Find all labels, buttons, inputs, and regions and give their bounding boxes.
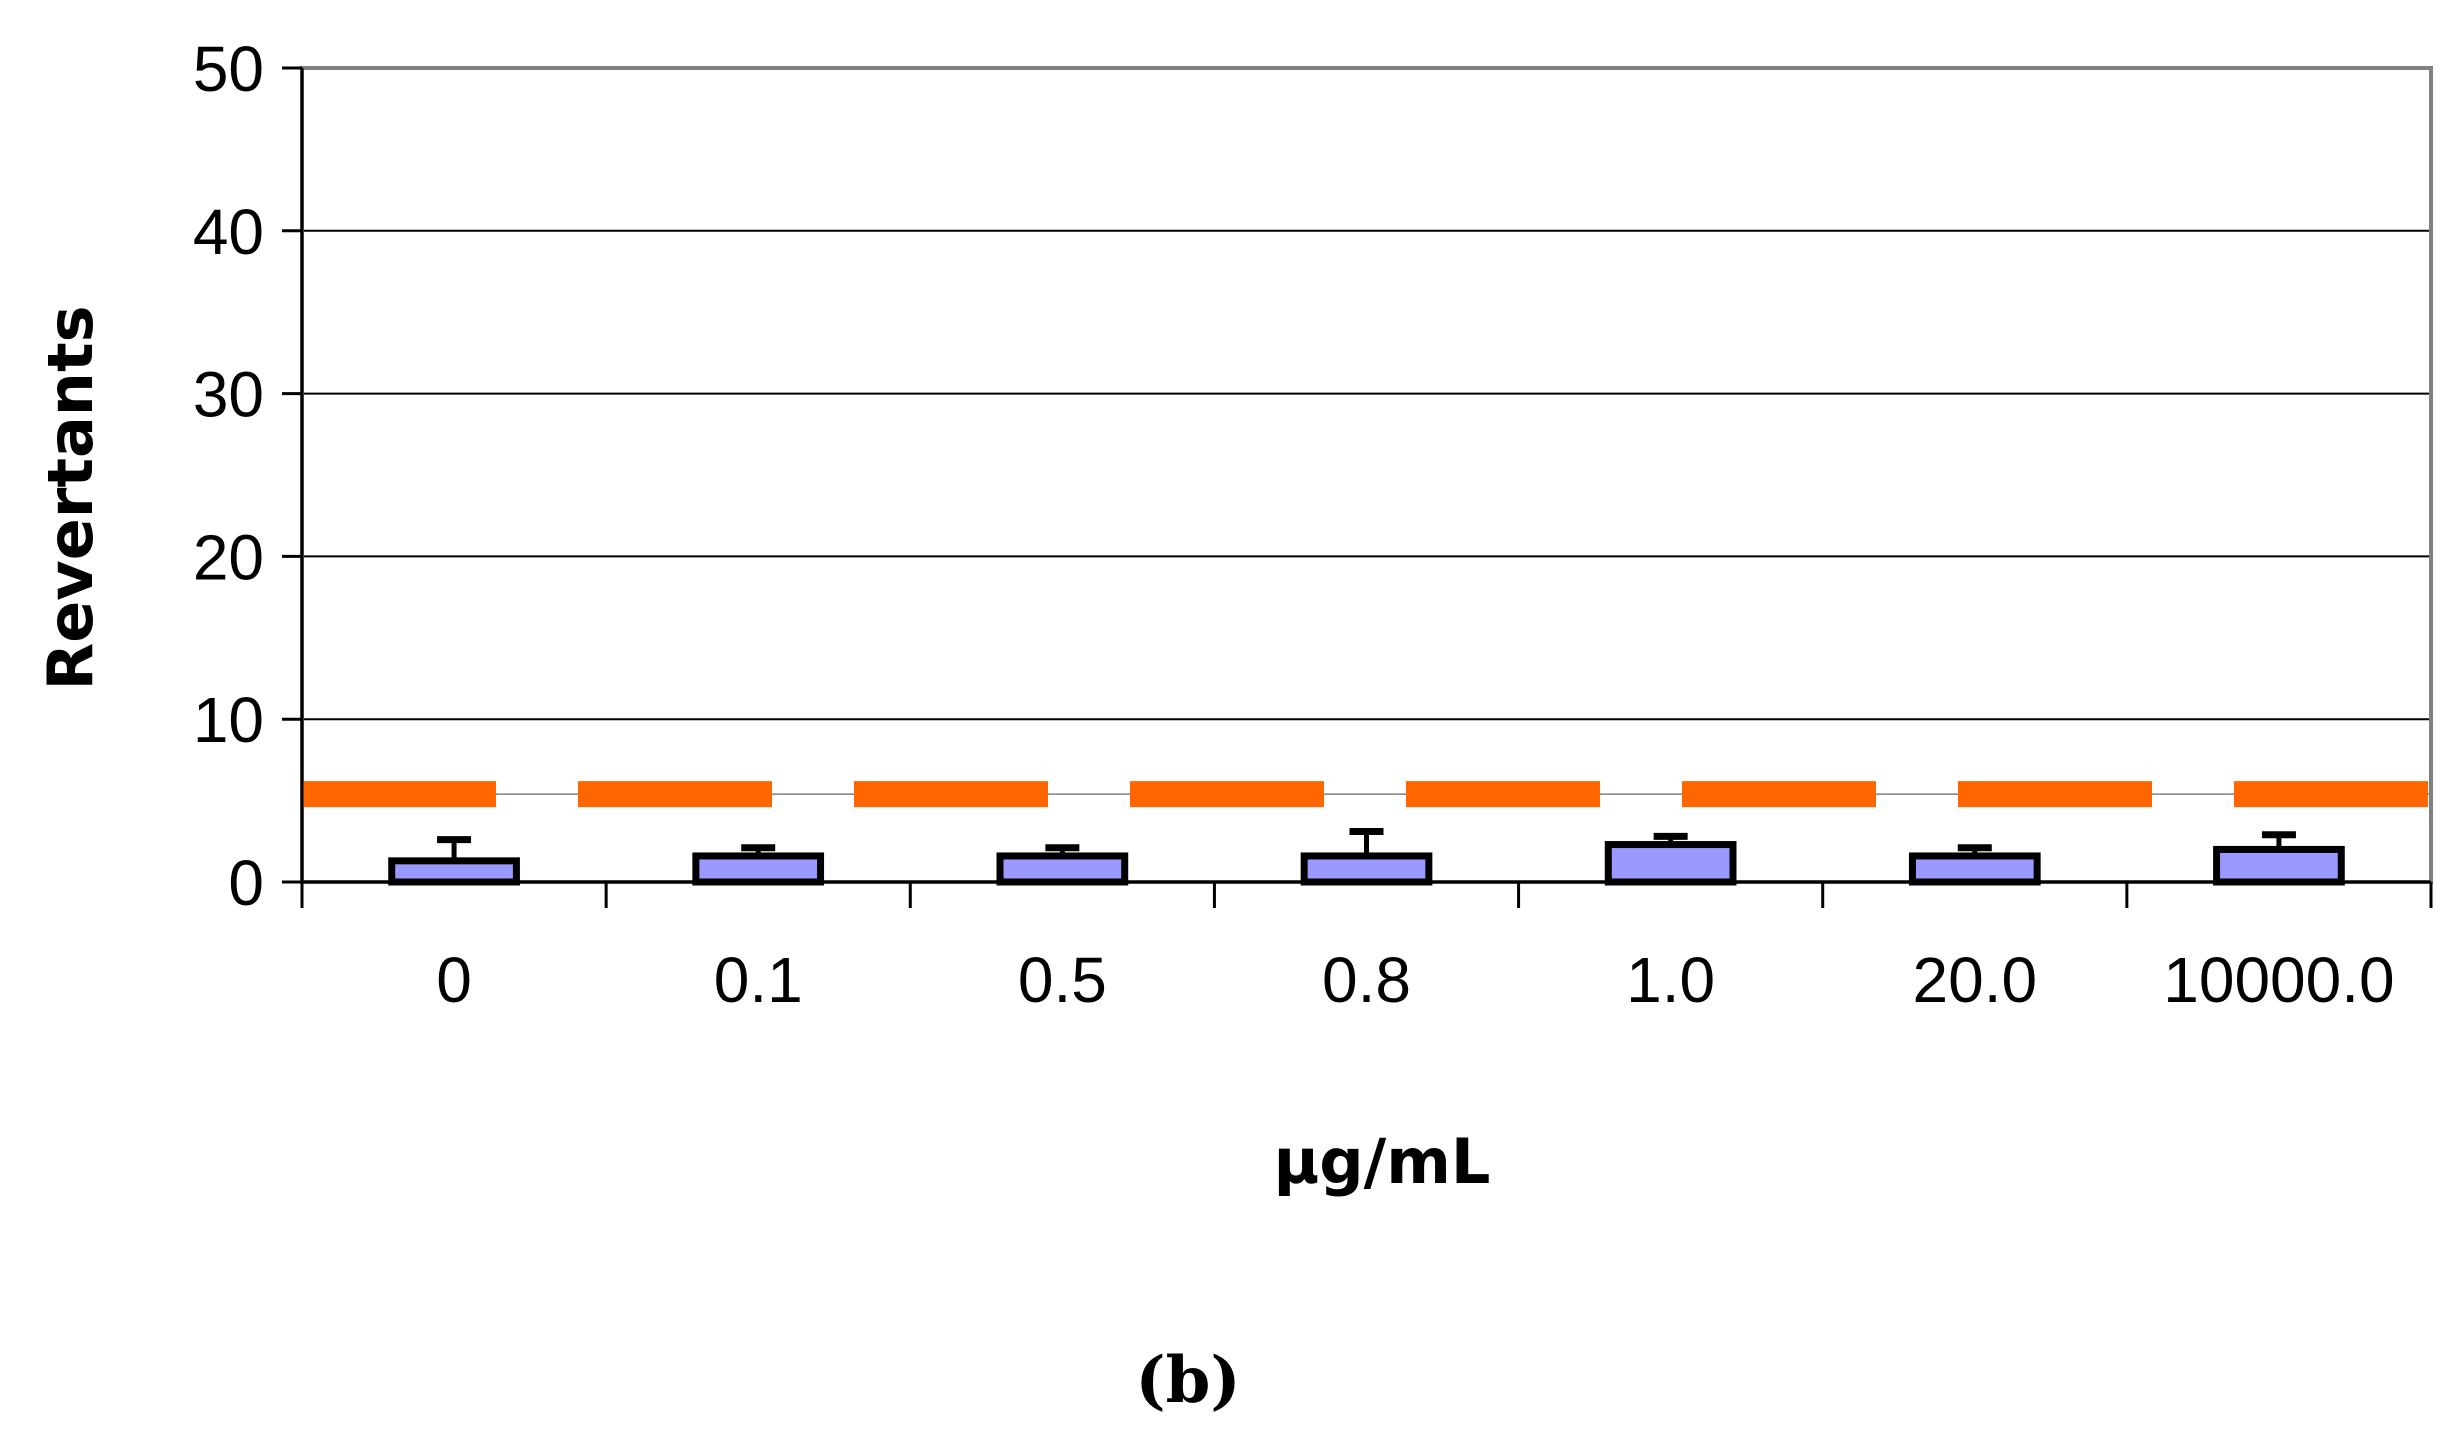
bar <box>692 852 825 886</box>
bar <box>2213 845 2345 886</box>
x-tick-label: 0.5 <box>1018 944 1107 1016</box>
x-tick-label: 0 <box>436 944 472 1016</box>
y-tick-label: 50 <box>193 33 264 105</box>
bar <box>1604 841 1737 886</box>
y-tick-label: 0 <box>228 847 264 919</box>
bars-group <box>388 828 2345 886</box>
x-tick-label: 20.0 <box>1913 944 2038 1016</box>
y-axis-title: Revertants <box>34 306 107 691</box>
x-axis: 0 0.1 0.5 0.8 1.0 20.0 10000.0 <box>300 880 2433 1016</box>
y-tick-label: 10 <box>193 684 264 756</box>
x-axis-title: µg/mL <box>1274 1125 1491 1198</box>
x-tick-label: 1.0 <box>1626 944 1715 1016</box>
x-tick-label: 0.8 <box>1322 944 1411 1016</box>
y-axis: 0 10 20 30 40 50 <box>193 33 304 919</box>
y-tick-label: 30 <box>193 359 264 431</box>
gridlines <box>302 67 2431 721</box>
x-tick-label: 10000.0 <box>2163 944 2394 1016</box>
plot-area-frame <box>300 66 2433 884</box>
y-tick-label: 20 <box>193 521 264 593</box>
x-tick-label: 0.1 <box>714 944 803 1016</box>
bar <box>1300 852 1433 886</box>
bar <box>996 852 1129 886</box>
y-tick-label: 40 <box>193 196 264 268</box>
panel-label: (b) <box>1135 1343 1240 1418</box>
bar <box>1908 852 2041 886</box>
bar <box>388 857 520 886</box>
